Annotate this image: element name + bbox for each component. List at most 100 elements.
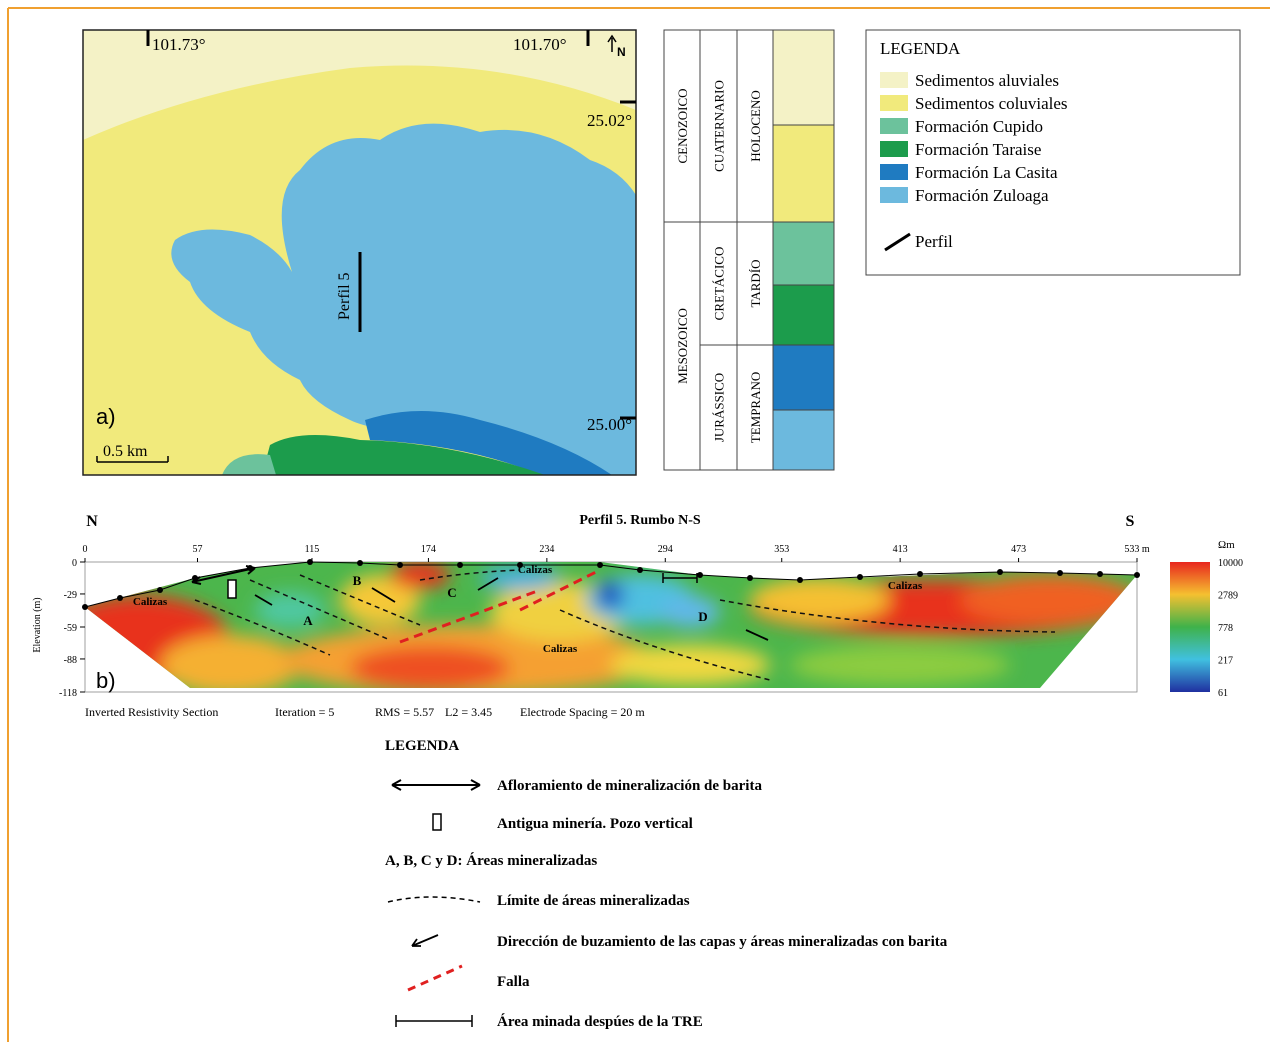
- section-label: A: [303, 613, 313, 628]
- panel-label: b): [96, 668, 116, 693]
- column-cell: [699, 29, 738, 223]
- section-label: C: [447, 585, 456, 600]
- column-unit: [772, 284, 835, 346]
- y-tick-label: -88: [64, 655, 77, 666]
- legend-label: Formación Cupido: [915, 117, 1043, 136]
- panel-label: a): [96, 404, 116, 429]
- electrode: [857, 574, 863, 580]
- y-axis-label: Elevation (m): [32, 597, 43, 652]
- column-cell: [663, 221, 701, 471]
- column-unit: [772, 124, 835, 223]
- section-label: Calizas: [518, 564, 553, 576]
- legend-profile: Perfil: [915, 232, 953, 251]
- y-tick-label: -118: [59, 688, 77, 699]
- electrode: [997, 569, 1003, 575]
- sym-dip: [411, 934, 439, 947]
- legend-box: [865, 29, 1241, 276]
- electrode: [1057, 570, 1063, 576]
- colorbar-tick-label: 778: [1218, 623, 1233, 634]
- section-label: Calizas: [133, 596, 168, 608]
- section-labels: 0 57 115 174 234 294 353 413 473 533 m 0 -29 -59 -88 -…: [59, 544, 1243, 699]
- footer-text: Iteration = 5: [275, 705, 334, 719]
- legend-item: Antigua minería. Pozo vertical: [497, 816, 693, 832]
- electrode: [397, 562, 403, 568]
- footer-text: Electrode Spacing = 20 m: [520, 705, 645, 719]
- x-tick-label: 234: [539, 544, 554, 555]
- electrode: [697, 572, 703, 578]
- column-cell: [736, 221, 774, 346]
- north-label: N: [86, 513, 98, 530]
- zuloaga: [171, 123, 636, 475]
- column-unit: [772, 344, 835, 411]
- legend-swatch: [880, 164, 908, 180]
- legend-label: Formación Zuloaga: [915, 186, 1049, 205]
- colorbar-tick-label: 2789: [1218, 591, 1238, 602]
- column-unit: [772, 409, 835, 471]
- legend-swatch: [880, 72, 908, 88]
- legend-label: Formación Taraise: [915, 140, 1041, 159]
- legend-item: Falla: [497, 974, 530, 990]
- fault: [399, 568, 601, 644]
- x-tick-label: 57: [193, 544, 203, 555]
- column-label: TARDÍO: [748, 259, 763, 307]
- electrode: [457, 562, 463, 568]
- electrode: [1097, 571, 1103, 577]
- electrode: [597, 562, 603, 568]
- column-cell: [736, 344, 774, 471]
- column-label: JURÁSSICO: [712, 373, 727, 442]
- y-tick-label: 0: [72, 558, 77, 569]
- legend-item: Afloramiento de mineralización de barita: [497, 778, 762, 794]
- legend-swatch: [880, 141, 908, 157]
- x-tick-label: 413: [893, 544, 908, 555]
- north-arrow: [607, 34, 617, 52]
- x-tick-label: 174: [421, 544, 436, 555]
- legend-label: Formación La Casita: [915, 163, 1058, 182]
- electrode: [157, 587, 163, 593]
- section-label: B: [353, 573, 362, 588]
- electrode: [797, 577, 803, 583]
- sym-well: [432, 813, 442, 831]
- electrode: [82, 604, 88, 610]
- electrode: [637, 567, 643, 573]
- sym-outcrop: [391, 779, 481, 791]
- y-tick-label: -29: [64, 590, 77, 601]
- footer-text: L2 = 3.45: [445, 705, 492, 719]
- y-tick-label: -59: [64, 623, 77, 634]
- column-label: HOLOCENO: [748, 90, 763, 162]
- footer-text: RMS = 5.57: [375, 705, 434, 719]
- profile-label: Perfil 5: [336, 272, 353, 320]
- x-tick-label: 115: [305, 544, 320, 555]
- legend-item: Dirección de buzamiento de las capas y á…: [497, 934, 948, 950]
- boundary: [194, 569, 1056, 681]
- north: N: [617, 45, 626, 59]
- electrode: [747, 575, 753, 581]
- sym-mined: [395, 1015, 473, 1027]
- x-tick-label: 0: [83, 544, 88, 555]
- column-label: CUATERNARIO: [712, 80, 727, 172]
- x-tick-label: 533 m: [1124, 544, 1150, 555]
- section-label: Calizas: [888, 580, 923, 592]
- section-label: Calizas: [543, 643, 578, 655]
- legend-item: Área minada despúes de la TRE: [497, 1013, 703, 1030]
- taraise: [262, 435, 545, 475]
- legend-swatch: [880, 95, 908, 111]
- cupido: [222, 454, 276, 475]
- section-title: Perfil 5. Rumbo N-S: [579, 513, 701, 528]
- legend-label: Sedimentos aluviales: [915, 71, 1059, 90]
- sym-fault: [407, 964, 463, 992]
- electrode: [1134, 572, 1140, 578]
- colorbar-unit: Ωm: [1218, 539, 1235, 551]
- column-label: CRETÁCICO: [712, 247, 727, 321]
- legend-title: LEGENDA: [880, 39, 961, 58]
- legend-swatch: [880, 118, 908, 134]
- colorbar-tick-label: 217: [1218, 656, 1233, 667]
- electrode: [117, 595, 123, 601]
- south-label: S: [1126, 513, 1135, 530]
- column-label: MESOZOICO: [675, 308, 690, 384]
- scale-label: 0.5 km: [103, 443, 148, 460]
- aluvial: [83, 30, 636, 140]
- colorbar-tick-label: 10000: [1218, 558, 1243, 569]
- electrodes: [82, 559, 1140, 610]
